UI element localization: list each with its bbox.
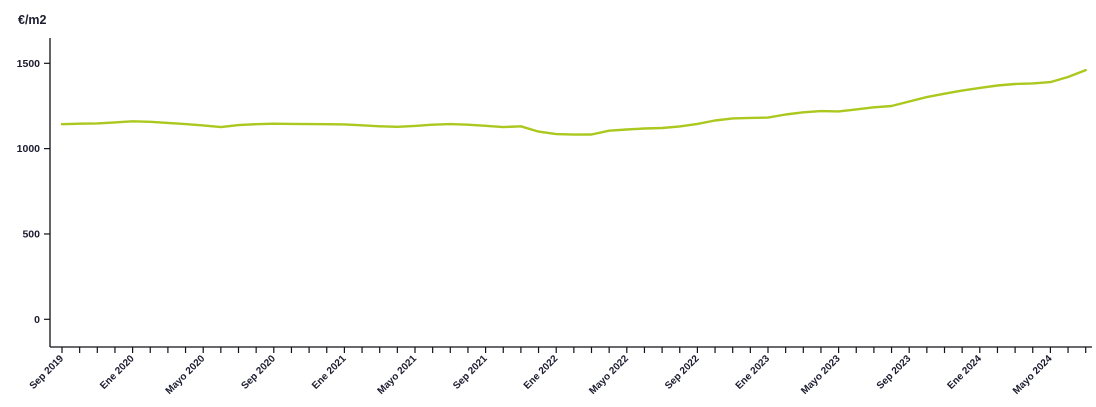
- x-tick-label: Sep 2019: [28, 353, 67, 392]
- x-tick-label: Sep 2022: [663, 353, 702, 392]
- x-tick-label: Ene 2024: [945, 353, 984, 392]
- x-tick-label: Ene 2020: [98, 353, 137, 392]
- y-tick-label: 1500: [17, 58, 41, 70]
- x-tick-label: Mayo 2024: [1011, 353, 1055, 397]
- y-tick-label: 500: [22, 228, 40, 240]
- x-tick-label: Ene 2021: [310, 353, 349, 392]
- y-tick-label: 0: [34, 314, 40, 326]
- x-tick-label: Ene 2022: [522, 353, 561, 392]
- x-tick-label: Mayo 2023: [799, 353, 843, 397]
- x-tick-label: Sep 2023: [875, 353, 914, 392]
- x-tick-label: Mayo 2022: [587, 353, 631, 397]
- x-tick-label: Mayo 2020: [164, 353, 208, 397]
- y-tick-label: 1000: [17, 143, 41, 155]
- x-tick-label: Ene 2023: [734, 353, 773, 392]
- x-tick-label: Sep 2020: [239, 353, 278, 392]
- price-line-series: [60, 68, 1087, 136]
- y-axis-unit-label: €/m2: [18, 13, 47, 27]
- x-tick-label: Mayo 2021: [376, 353, 420, 397]
- x-tick-label: Sep 2021: [451, 353, 490, 392]
